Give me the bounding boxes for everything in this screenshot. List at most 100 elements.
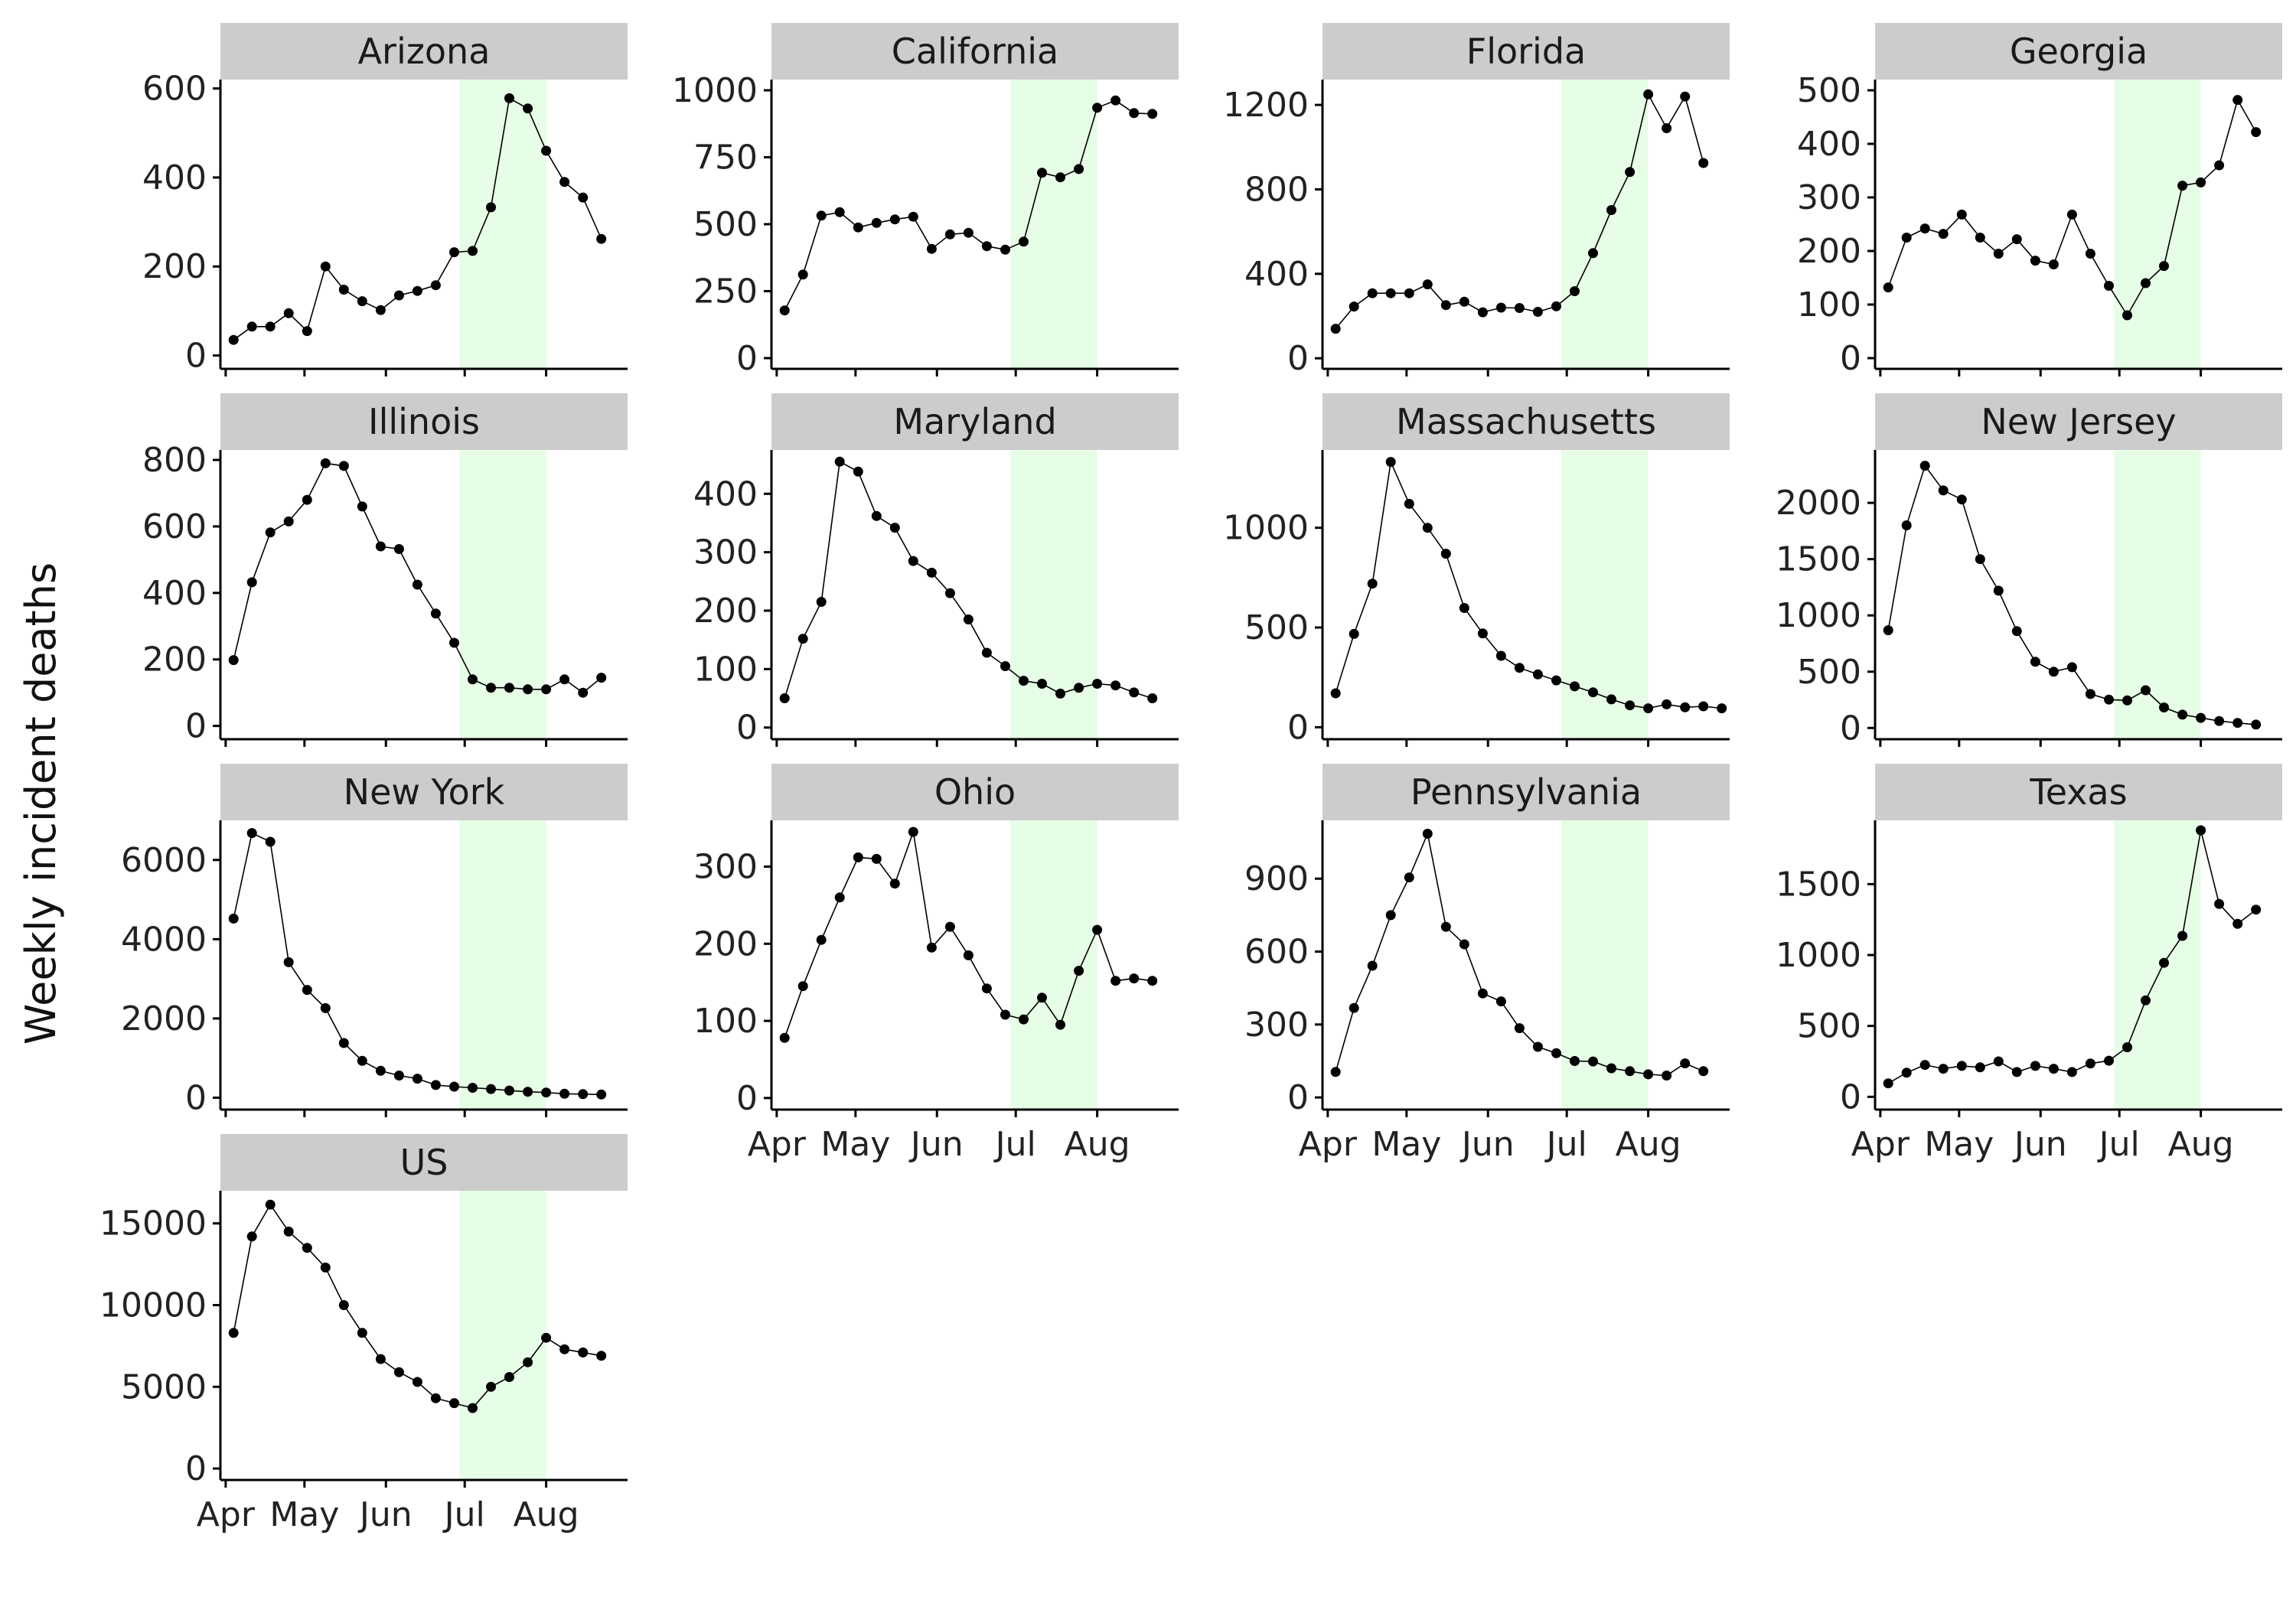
data-point — [797, 981, 808, 992]
data-point — [1074, 164, 1084, 174]
y-tick-label: 1000 — [672, 71, 758, 110]
y-tick-label: 200 — [693, 924, 758, 963]
data-point — [816, 597, 827, 607]
data-point — [908, 211, 918, 222]
data-point — [246, 321, 257, 332]
data-point — [2030, 657, 2040, 667]
data-point — [1000, 1009, 1010, 1020]
highlight-band — [459, 80, 546, 369]
data-point — [2251, 719, 2262, 730]
y-tick-label: 200 — [1797, 232, 1861, 271]
data-point — [1956, 494, 1967, 505]
data-point — [944, 588, 955, 598]
data-point — [926, 942, 937, 953]
data-point — [578, 1089, 589, 1100]
data-point — [853, 222, 863, 233]
strip-header — [1875, 764, 2282, 820]
data-point — [2085, 249, 2095, 259]
panel-us: US 0 5000 10000 15000 Apr May Jun Jul Aug — [99, 1134, 628, 1534]
data-point — [926, 567, 937, 578]
data-point — [944, 229, 955, 240]
data-point — [375, 305, 386, 315]
x-tick-label: May — [269, 1495, 339, 1534]
data-point — [1367, 960, 1378, 971]
data-point — [1625, 167, 1636, 178]
data-point — [981, 983, 992, 994]
data-point — [1883, 1078, 1893, 1089]
data-point — [430, 1080, 441, 1090]
x-tick-label: Apr — [197, 1495, 256, 1534]
strip-header — [771, 764, 1179, 820]
data-point — [2141, 685, 2151, 696]
data-point — [504, 1085, 514, 1096]
data-point — [963, 227, 974, 238]
panel-pennsylvania: Pennsylvania 0 300 600 900 Apr May Jun Jul Aug — [1244, 764, 1730, 1164]
x-tick-label: Jul — [1544, 1125, 1587, 1164]
data-point — [283, 957, 294, 967]
y-tick-label: 0 — [185, 1078, 207, 1117]
data-point — [2011, 1067, 2022, 1077]
data-point — [1074, 966, 1084, 976]
data-point — [1477, 988, 1488, 999]
data-point — [265, 1199, 276, 1210]
strip-header — [220, 764, 628, 820]
data-point — [302, 985, 312, 996]
data-point — [302, 1243, 312, 1253]
data-point — [430, 1393, 441, 1403]
data-point — [1680, 91, 1691, 102]
data-point — [1349, 302, 1359, 312]
y-tick-label: 1000 — [1776, 936, 1861, 975]
data-point — [2214, 715, 2225, 726]
y-tick-label: 2000 — [121, 999, 207, 1038]
data-point — [320, 1002, 331, 1013]
y-tick-label: 0 — [736, 1079, 758, 1118]
y-tick-label: 0 — [1287, 708, 1309, 747]
data-point — [393, 544, 404, 554]
data-point — [1367, 579, 1378, 589]
data-point — [2251, 127, 2262, 138]
data-point — [338, 461, 349, 471]
data-point — [797, 269, 808, 280]
strip-header — [220, 393, 628, 450]
y-tick-label: 0 — [185, 1449, 207, 1488]
data-point — [1404, 288, 1414, 298]
data-point — [1129, 687, 1140, 698]
data-point — [1532, 669, 1543, 680]
data-point — [2104, 1055, 2114, 1066]
data-point — [2122, 1042, 2132, 1052]
data-point — [1129, 108, 1140, 119]
data-point — [357, 296, 367, 307]
data-point — [578, 1347, 589, 1358]
data-point — [926, 243, 937, 254]
data-point — [1459, 939, 1469, 950]
y-tick-label: 600 — [142, 70, 207, 109]
data-point — [302, 326, 312, 337]
data-point — [1055, 688, 1065, 699]
y-tick-label: 500 — [1797, 653, 1861, 692]
strip-label: Massachusetts — [1396, 401, 1656, 442]
strip-header — [1875, 393, 2282, 450]
data-point — [1956, 209, 1967, 220]
y-tick-label: 0 — [1840, 1077, 1861, 1116]
y-tick-label: 300 — [1244, 1006, 1309, 1045]
data-point — [908, 826, 918, 837]
data-point — [1643, 703, 1654, 714]
strip-header — [771, 23, 1179, 80]
strip-header — [220, 1134, 628, 1191]
data-point — [1993, 1056, 2004, 1067]
data-point — [357, 1328, 367, 1338]
data-point — [889, 214, 900, 225]
data-point — [541, 684, 552, 695]
y-tick-label: 0 — [185, 707, 207, 746]
data-point — [1698, 1066, 1709, 1077]
panel-massachusetts: Massachusetts 0 500 1000 — [1223, 393, 1730, 747]
data-point — [2141, 278, 2151, 288]
series-line — [784, 461, 1153, 699]
data-point — [1000, 244, 1010, 255]
data-point — [1532, 1041, 1543, 1052]
y-tick-label: 900 — [1244, 859, 1309, 898]
data-point — [1919, 461, 1930, 471]
data-point — [320, 458, 331, 468]
data-point — [1147, 109, 1158, 119]
